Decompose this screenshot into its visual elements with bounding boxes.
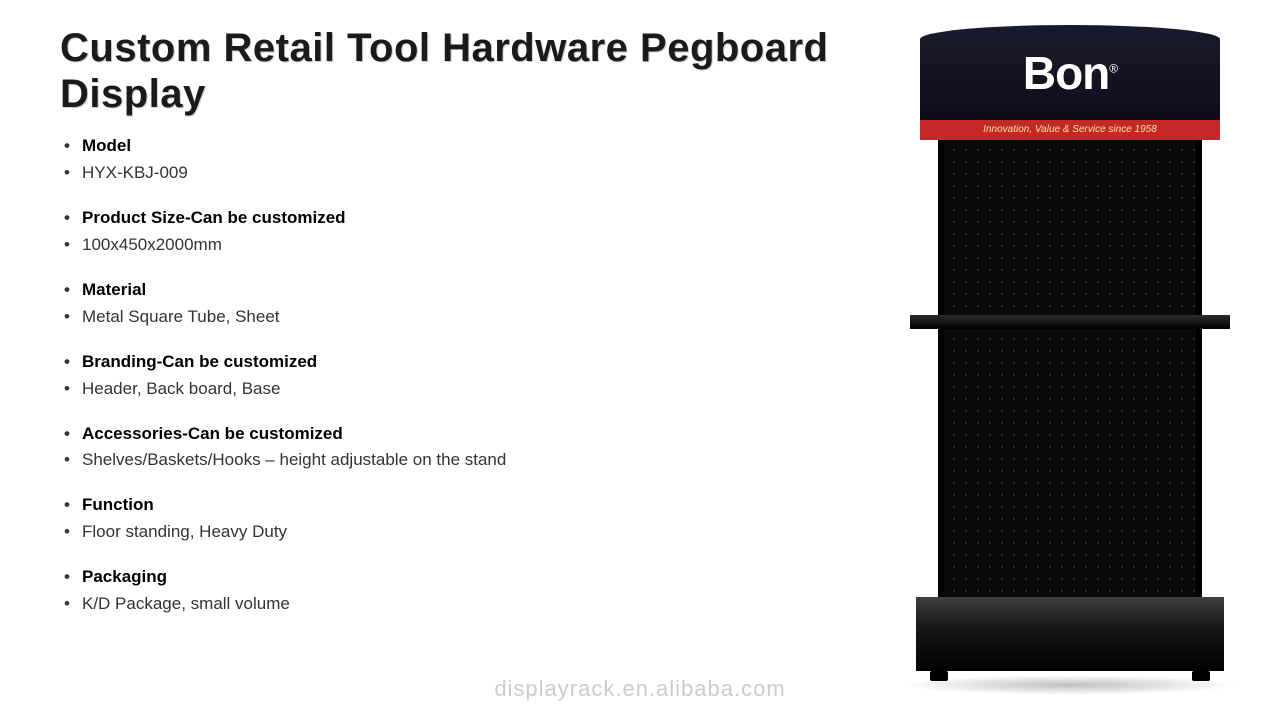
spec-value: HYX-KBJ-009 <box>60 162 830 185</box>
spec-label: Product Size-Can be customized <box>60 207 830 230</box>
spec-list: Model HYX-KBJ-009 Product Size-Can be cust… <box>60 135 830 616</box>
product-shadow <box>900 675 1240 695</box>
spec-value: K/D Package, small volume <box>60 593 830 616</box>
product-header-sign: Bon® <box>920 25 1220 120</box>
spec-label: Model <box>60 135 830 158</box>
product-display-illustration: Bon® Innovation, Value & Service since 1… <box>910 25 1230 685</box>
spec-label: Branding-Can be customized <box>60 351 830 374</box>
product-shelf <box>910 315 1230 329</box>
page-title: Custom Retail Tool Hardware Pegboard Dis… <box>60 25 830 117</box>
product-tagline-stripe: Innovation, Value & Service since 1958 <box>920 120 1220 140</box>
spec-label: Accessories-Can be customized <box>60 423 830 446</box>
spec-value: Metal Square Tube, Sheet <box>60 306 830 329</box>
product-base-top <box>916 597 1224 625</box>
spec-value: Floor standing, Heavy Duty <box>60 521 830 544</box>
product-image-area: Bon® Innovation, Value & Service since 1… <box>860 0 1280 720</box>
spec-value: Header, Back board, Base <box>60 378 830 401</box>
spec-label: Material <box>60 279 830 302</box>
pegboard-upper <box>938 140 1202 315</box>
pegboard-lower <box>938 329 1202 597</box>
product-base <box>916 625 1224 671</box>
product-foot-right <box>1192 671 1210 681</box>
spec-label: Function <box>60 494 830 517</box>
product-foot-left <box>930 671 948 681</box>
product-brand-logo: Bon® <box>1023 50 1117 96</box>
spec-value: Shelves/Baskets/Hooks – height adjustabl… <box>60 449 830 472</box>
spec-value: 100x450x2000mm <box>60 234 830 257</box>
spec-label: Packaging <box>60 566 830 589</box>
